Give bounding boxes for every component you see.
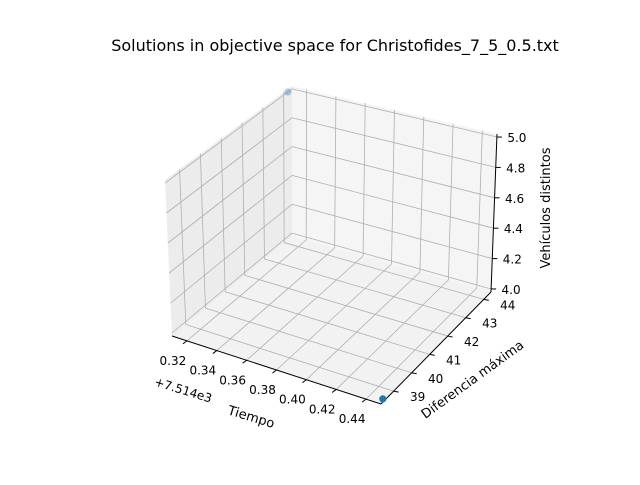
y-tick-mark <box>412 373 417 374</box>
y-tick-mark <box>430 354 435 355</box>
z-tick-label: 4.0 <box>502 283 521 297</box>
x-tick-label: 0.44 <box>339 412 366 426</box>
data-point <box>284 88 291 95</box>
x-tick-mark <box>273 370 277 373</box>
x-tick-mark <box>213 351 217 354</box>
x-axis-label: Tiempo <box>225 403 276 432</box>
x-tick-label: 0.32 <box>160 354 187 368</box>
x-axis-offset-label: +7.514e3 <box>153 375 214 406</box>
chart-title: Solutions in objective space for Christo… <box>111 36 559 56</box>
x-tick-mark <box>362 399 366 402</box>
y-tick-label: 43 <box>482 317 497 331</box>
x-tick-label: 0.38 <box>249 383 276 397</box>
x-tick-label: 0.36 <box>219 373 246 387</box>
y-tick-label: 41 <box>446 353 461 367</box>
y-tick-label: 40 <box>428 372 443 386</box>
y-tick-label: 42 <box>464 335 479 349</box>
z-tick-label: 4.6 <box>505 192 524 206</box>
x-tick-label: 0.40 <box>279 393 306 407</box>
z-tick-label: 4.8 <box>506 161 525 175</box>
y-tick-mark <box>466 318 471 319</box>
z-tick-label: 4.4 <box>504 222 523 236</box>
y-tick-mark <box>484 299 489 300</box>
z-axis-label: Vehículos distintos <box>539 147 554 268</box>
x-tick-label: 0.42 <box>309 402 336 416</box>
x-tick-label: 0.34 <box>189 364 216 378</box>
y-tick-label: 39 <box>410 390 425 404</box>
z-tick-label: 5.0 <box>507 131 526 145</box>
data-point <box>379 395 386 402</box>
y-tick-mark <box>448 336 453 337</box>
x-tick-mark <box>183 341 187 344</box>
z-tick-label: 4.2 <box>503 253 522 267</box>
x-tick-mark <box>243 360 247 363</box>
x-tick-mark <box>302 380 306 383</box>
y-tick-mark <box>394 391 399 392</box>
y-tick-label: 44 <box>500 298 515 312</box>
x-tick-mark <box>332 389 336 392</box>
